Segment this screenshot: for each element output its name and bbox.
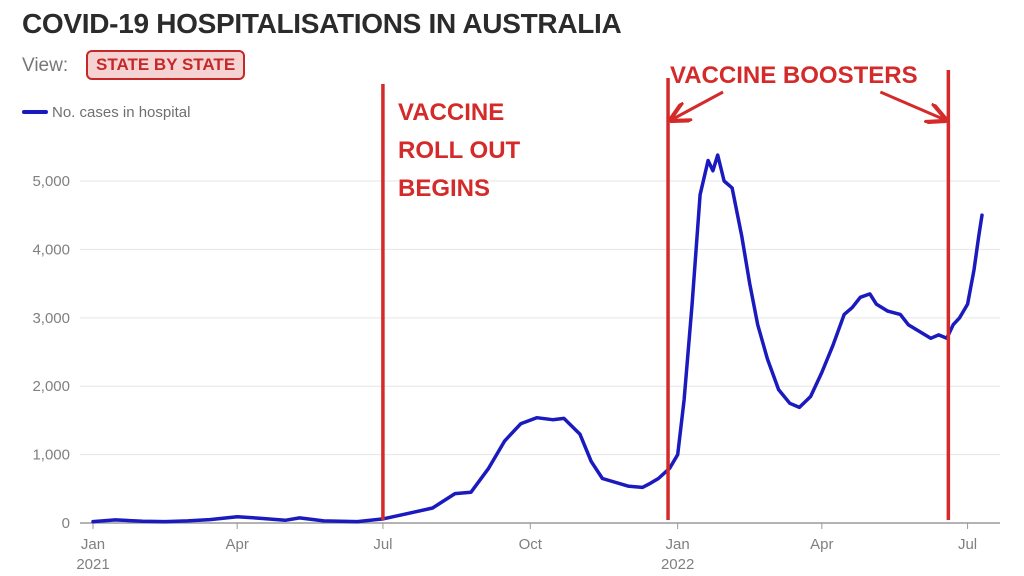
grid-lines [80, 180, 1000, 456]
series-layer [91, 153, 984, 524]
page-title: COVID-19 HOSPITALISATIONS IN AUSTRALIA [22, 8, 622, 39]
rollout-label-line3: BEGINS [398, 175, 490, 202]
y-tick-label: 4,000 [32, 241, 70, 258]
state-by-state-button[interactable]: STATE BY STATE [86, 50, 246, 80]
view-label: View: [22, 55, 69, 76]
y-tick-label: 5,000 [32, 173, 70, 190]
y-axis-ticks: 0 1,000 2,000 3,000 4,000 5,000 [32, 173, 70, 532]
rollout-label-line1: VACCINE [398, 99, 504, 126]
x-tick-label: Apr [225, 536, 248, 553]
booster-label: VACCINE BOOSTERS [670, 62, 918, 89]
x-axis: Jan 2021 Apr Jul Oct Jan 2022 Apr Jul [76, 522, 1000, 573]
legend-label: No. cases in hospital [52, 104, 190, 121]
rollout-label-line2: ROLL OUT [398, 137, 521, 164]
x-tick-label: Jul [373, 536, 392, 553]
x-tick-label: Jan [666, 536, 690, 553]
series-line [91, 153, 984, 524]
y-tick-label: 1,000 [32, 447, 70, 464]
booster-arrow-left [671, 90, 724, 120]
y-tick-label: 2,000 [32, 378, 70, 395]
legend: No. cases in hospital [22, 104, 190, 121]
annotation-layer [381, 70, 948, 520]
x-tick-year-label: 2022 [661, 556, 694, 573]
y-tick-label: 0 [62, 515, 70, 532]
x-tick-label: Jul [958, 536, 977, 553]
x-tick-label: Oct [519, 536, 543, 553]
x-tick-label: Apr [810, 536, 833, 553]
x-tick-label: Jan [81, 536, 105, 553]
x-tick-year-label: 2021 [76, 556, 109, 573]
y-tick-label: 3,000 [32, 310, 70, 327]
booster-arrow-right [879, 90, 945, 120]
